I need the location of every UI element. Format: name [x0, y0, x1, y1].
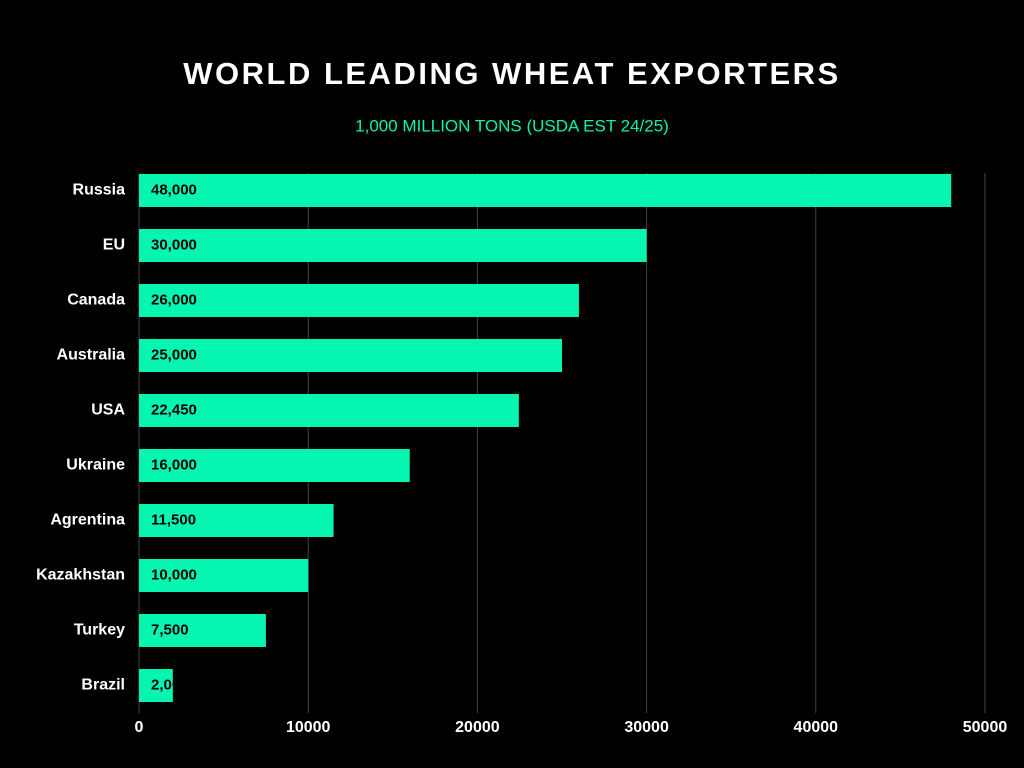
bar: [139, 559, 309, 592]
y-tick-label: Kazakhstan: [36, 567, 125, 584]
x-tick-label: 0: [135, 719, 144, 736]
y-tick-label: Russia: [73, 182, 126, 199]
value-label: 16,000: [151, 456, 197, 473]
bar: [139, 394, 519, 427]
y-tick-label: Agrentina: [50, 512, 125, 529]
y-tick-label: EU: [103, 237, 125, 254]
value-label: 26,000: [151, 291, 197, 308]
value-label: 22,450: [151, 401, 197, 418]
chart-subtitle: 1,000 MILLION TONS (USDA EST 24/25): [355, 116, 669, 135]
y-tick-label: Australia: [57, 347, 126, 364]
value-label: 25,000: [151, 346, 197, 363]
x-tick-label: 40000: [794, 719, 839, 736]
bar: [139, 174, 952, 207]
bar: [139, 339, 562, 372]
x-tick-label: 20000: [455, 719, 500, 736]
value-label: 7,500: [151, 621, 189, 638]
y-tick-label: Brazil: [81, 677, 125, 694]
bar: [139, 669, 173, 702]
y-tick-label: Canada: [67, 292, 125, 309]
bar: [139, 504, 334, 537]
value-label: 10,000: [151, 566, 197, 583]
y-tick-label: Turkey: [74, 622, 125, 639]
y-tick-label: USA: [91, 402, 125, 419]
bar: [139, 284, 579, 317]
chart-title: WORLD LEADING WHEAT EXPORTERS: [183, 56, 840, 91]
bar: [139, 229, 647, 262]
value-label: 48,000: [151, 181, 197, 198]
bar: [139, 614, 266, 647]
x-tick-label: 50000: [963, 719, 1008, 736]
y-tick-label: Ukraine: [66, 457, 125, 474]
value-label: 30,000: [151, 236, 197, 253]
bar: [139, 449, 410, 482]
x-tick-label: 30000: [624, 719, 669, 736]
value-label: 2,000: [151, 676, 189, 693]
x-tick-label: 10000: [286, 719, 331, 736]
value-label: 11,500: [151, 511, 196, 528]
